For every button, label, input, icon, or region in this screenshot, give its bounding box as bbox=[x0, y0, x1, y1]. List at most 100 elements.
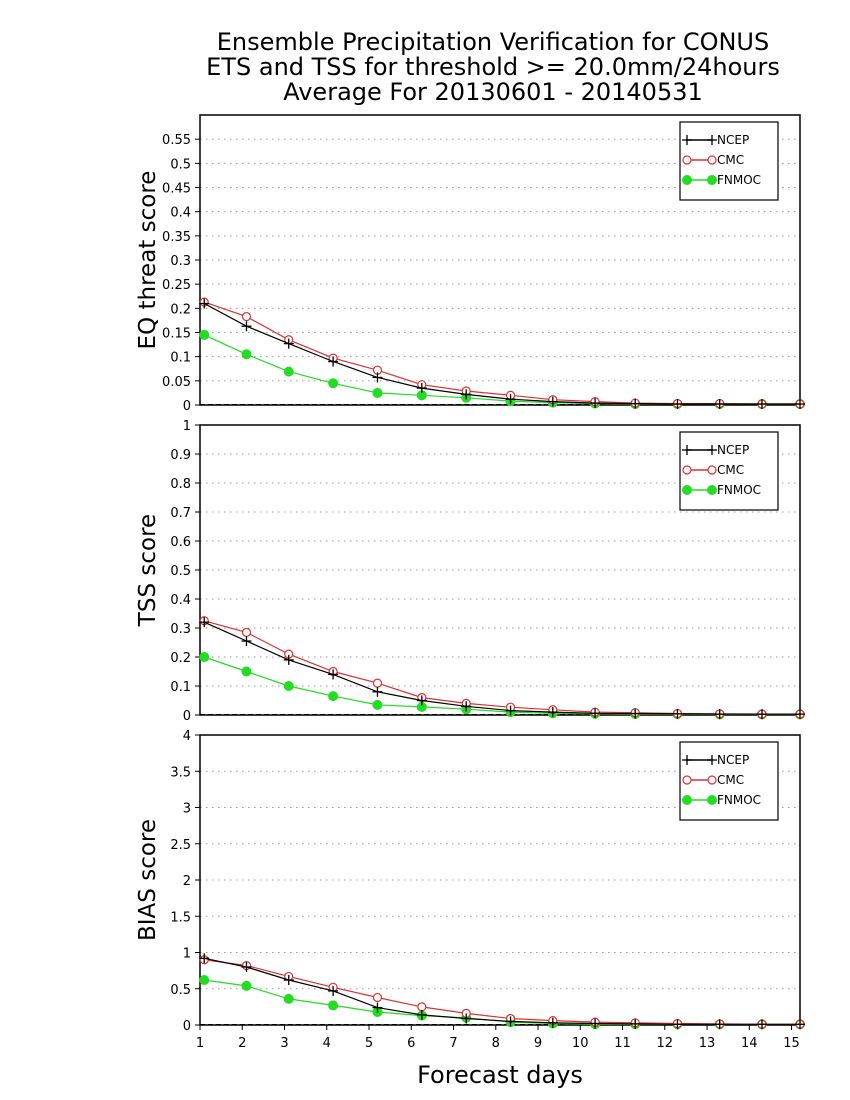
series-cmc bbox=[199, 297, 805, 409]
data-point-fnmoc bbox=[199, 652, 210, 662]
data-point-ncep bbox=[714, 399, 725, 410]
x-tick-label: 11 bbox=[614, 1036, 631, 1051]
data-point-ncep bbox=[630, 398, 641, 409]
y-tick-label: 3.5 bbox=[170, 765, 191, 780]
y-tick-label: 1 bbox=[183, 419, 191, 434]
chart-title-line-3: Average For 20130601 - 20140531 bbox=[283, 78, 703, 106]
chart-title-line-2: ETS and TSS for threshold >= 20.0mm/24ho… bbox=[206, 53, 780, 81]
data-point-ncep bbox=[756, 399, 767, 410]
y-axis-label: TSS score bbox=[135, 514, 161, 627]
y-tick-label: 0.2 bbox=[170, 651, 191, 666]
legend-marker bbox=[682, 465, 692, 475]
data-point-cmc bbox=[372, 678, 383, 688]
legend-label: FNMOC bbox=[717, 483, 761, 497]
data-point-fnmoc bbox=[199, 975, 210, 986]
y-tick-label: 0.3 bbox=[170, 254, 191, 269]
data-point-fnmoc bbox=[241, 666, 252, 677]
legend-label: NCEP bbox=[717, 753, 749, 767]
legend-marker bbox=[707, 485, 717, 495]
series-line-ncep bbox=[203, 621, 800, 715]
legend-label: NCEP bbox=[717, 443, 749, 457]
series-line-cmc bbox=[204, 620, 800, 715]
y-tick-label: 0.45 bbox=[162, 182, 191, 197]
y-tick-label: 0.9 bbox=[170, 448, 191, 463]
data-point-cmc bbox=[241, 627, 252, 637]
x-tick-label: 2 bbox=[238, 1036, 246, 1051]
series-line-ncep bbox=[204, 957, 800, 1025]
data-point-fnmoc bbox=[328, 691, 339, 702]
data-point-ncep bbox=[328, 356, 339, 367]
legend-box bbox=[679, 431, 779, 511]
data-point-fnmoc bbox=[241, 980, 252, 991]
y-tick-label: 0.25 bbox=[162, 278, 191, 293]
legend-marker bbox=[707, 135, 717, 145]
y-tick-label: 0.3 bbox=[170, 622, 191, 637]
data-point-cmc bbox=[417, 1002, 427, 1012]
series-fnmoc bbox=[199, 652, 805, 720]
series-ncep bbox=[199, 617, 805, 720]
data-point-ncep bbox=[795, 709, 805, 720]
legend-box bbox=[679, 121, 779, 201]
y-tick-label: 0.4 bbox=[170, 206, 191, 221]
legend-entry-ncep: NCEP bbox=[682, 133, 749, 147]
legend-marker bbox=[707, 445, 717, 455]
legend-marker bbox=[682, 485, 692, 495]
data-point-ncep bbox=[416, 1009, 427, 1020]
data-point-ncep bbox=[714, 709, 725, 720]
legend-marker bbox=[707, 465, 717, 475]
data-point-fnmoc bbox=[372, 699, 383, 710]
x-tick-label: 13 bbox=[699, 1036, 716, 1051]
legend: NCEP CMC FNMOC bbox=[679, 121, 779, 201]
data-point-ncep bbox=[547, 707, 558, 718]
y-tick-label: 0.4 bbox=[170, 593, 191, 608]
x-tick-label: 8 bbox=[492, 1036, 500, 1051]
y-tick-label: 2 bbox=[183, 874, 191, 889]
data-point-ncep bbox=[795, 1019, 805, 1030]
y-tick-label: 0.2 bbox=[170, 302, 191, 317]
x-tick-label: 15 bbox=[783, 1036, 800, 1051]
y-tick-label: 4 bbox=[183, 729, 191, 744]
series-cmc bbox=[199, 616, 805, 719]
series-ncep bbox=[199, 953, 805, 1030]
y-axis-label: EQ threat score bbox=[135, 171, 161, 350]
data-point-ncep bbox=[199, 953, 210, 964]
y-tick-label: 0 bbox=[183, 709, 191, 724]
y-tick-label: 0.1 bbox=[170, 351, 191, 366]
data-point-ncep bbox=[241, 321, 252, 332]
legend-marker bbox=[707, 775, 717, 785]
series-cmc bbox=[199, 955, 805, 1029]
y-tick-label: 0.5 bbox=[170, 983, 191, 998]
data-point-ncep bbox=[547, 1017, 558, 1028]
y-tick-label: 0.6 bbox=[170, 535, 191, 550]
series-line-ncep bbox=[203, 302, 800, 405]
y-axis-label: BIAS score bbox=[135, 819, 161, 941]
data-point-ncep bbox=[372, 1002, 383, 1013]
data-point-ncep bbox=[756, 709, 767, 720]
data-point-ncep bbox=[505, 705, 516, 716]
panel-1: 0 0.05 0.1 0.15 0.2 0.25 0.3 0.35 0.4 0.45 0.5 0.55… bbox=[135, 114, 805, 414]
data-point-ncep bbox=[461, 389, 472, 400]
data-point-ncep bbox=[199, 298, 210, 309]
legend-marker bbox=[707, 795, 717, 805]
panel-2: 0 0.1 0.2 0.3 0.4 0.5 0.6 0.7 0.8 0.9 1 TSS score NC… bbox=[135, 419, 805, 724]
data-point-fnmoc bbox=[283, 366, 294, 377]
series-line-cmc bbox=[204, 301, 800, 405]
data-point-ncep bbox=[505, 1016, 516, 1027]
data-point-ncep bbox=[590, 398, 601, 409]
data-point-ncep bbox=[672, 708, 683, 719]
data-point-ncep bbox=[461, 701, 472, 712]
x-tick-label: 14 bbox=[741, 1036, 758, 1051]
legend-label: CMC bbox=[717, 773, 744, 787]
data-point-ncep bbox=[372, 686, 383, 697]
data-point-ncep bbox=[756, 1019, 767, 1030]
legend: NCEP CMC FNMOC bbox=[679, 741, 779, 821]
legend-box bbox=[679, 741, 779, 821]
legend-entry-fnmoc: FNMOC bbox=[682, 173, 761, 187]
legend-marker bbox=[707, 155, 717, 165]
legend-entry-ncep: NCEP bbox=[682, 443, 749, 457]
legend-label: CMC bbox=[717, 153, 744, 167]
x-axis-label: Forecast days bbox=[417, 1061, 583, 1089]
x-tick-label: 5 bbox=[365, 1036, 373, 1051]
data-point-ncep bbox=[672, 1019, 683, 1030]
